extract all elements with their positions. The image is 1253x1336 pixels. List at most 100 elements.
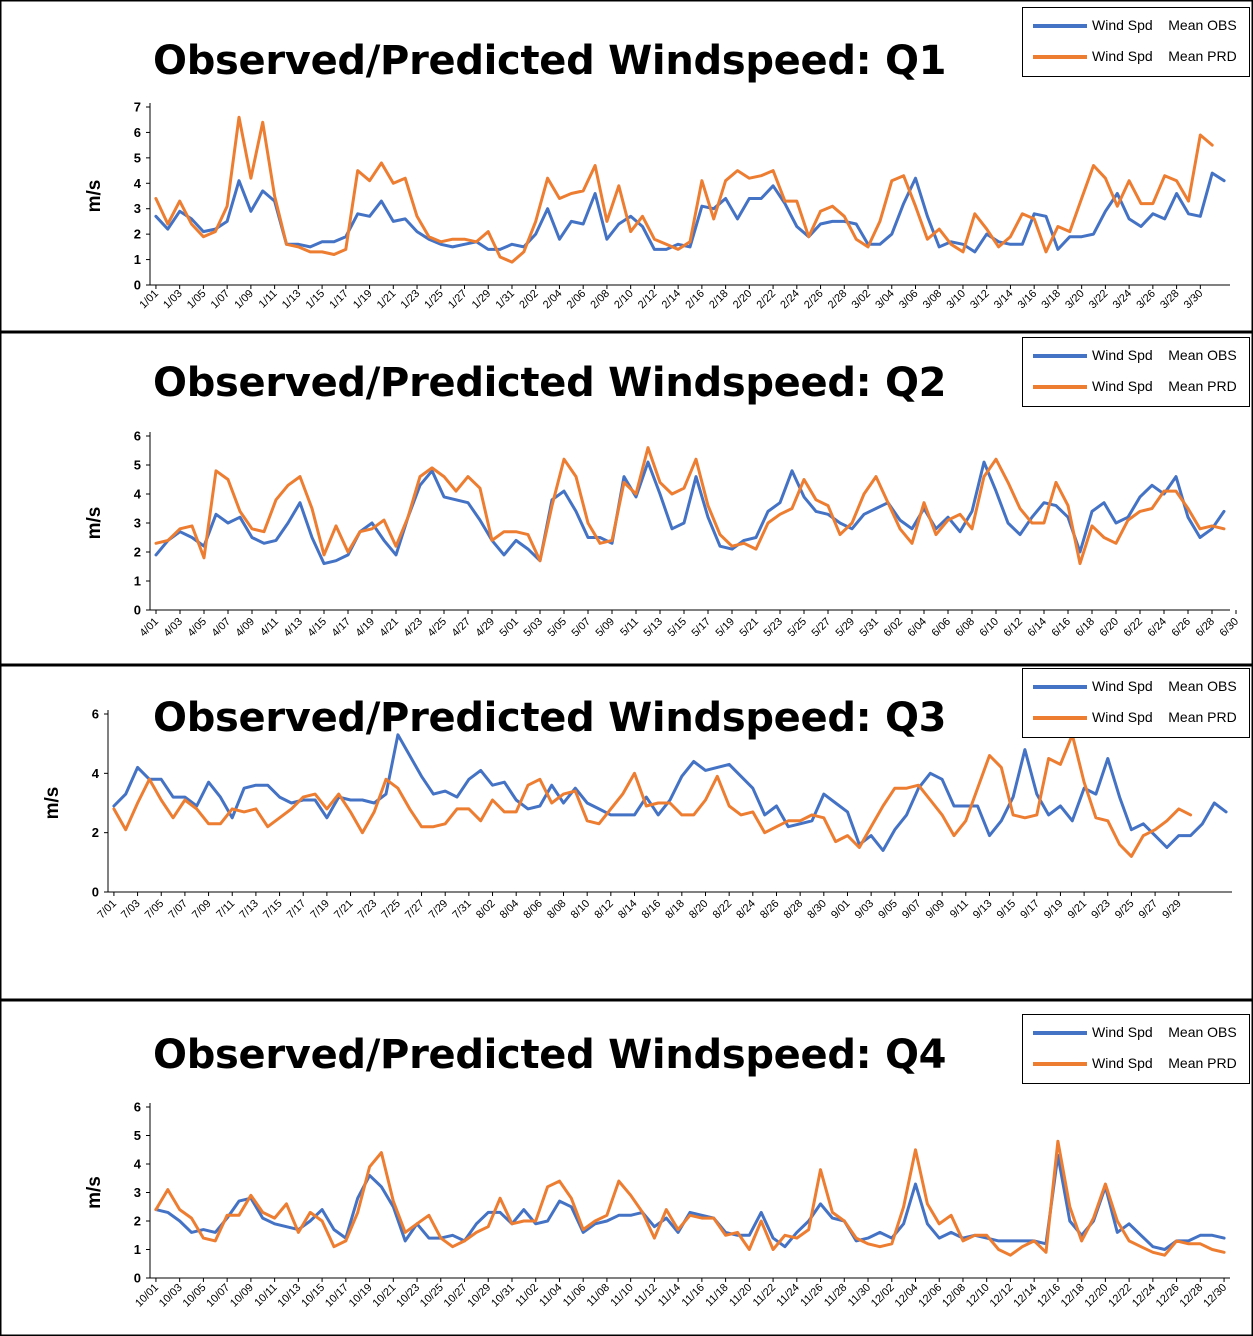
x-tick-label: 8/22: [711, 898, 735, 922]
x-tick-label: 5/19: [713, 616, 737, 640]
x-tick-label: 6/24: [1145, 616, 1169, 640]
chart-svg: 0 1 2 3 4 5 6 m/s 10/0110/0310/0510/0710/0910/11…: [0, 1000, 1253, 1336]
x-tick-label: 8/08: [545, 898, 569, 922]
x-tick-label: 10/27: [442, 1282, 470, 1310]
chart-panel-3: 0 2 4 6 m/s 7/01 7/03 7/05 7/07 7/09 7/11 7/13 7/15 7…: [0, 665, 1253, 1000]
x-tick-label: 5/25: [785, 616, 809, 640]
y-tick-label: 4: [134, 487, 142, 502]
y-axis-title: m/s: [42, 787, 63, 820]
legend-label: Wind Spd Mean OBS: [1092, 1024, 1237, 1040]
x-tick-label: 1/11: [257, 288, 280, 311]
x-tick-label: 7/19: [308, 898, 332, 922]
x-tick-label: 8/04: [498, 898, 522, 922]
x-tick-label: 5/31: [857, 616, 881, 640]
x-tick-label: 5/15: [665, 616, 689, 640]
x-tick-label: 8/06: [521, 898, 545, 922]
x-tick-label: 3/20: [1063, 288, 1087, 312]
y-axis-title: m/s: [84, 180, 105, 213]
legend-label: Wind Spd Mean PRD: [1092, 709, 1237, 725]
x-tick-label: 8/26: [758, 898, 782, 922]
x-tick-label: 11/02: [513, 1282, 540, 1309]
chart-title: Observed/Predicted Windspeed: Q2: [153, 360, 947, 406]
panel-frame: [0, 1000, 1253, 1336]
x-tick-label: 2/02: [517, 288, 541, 312]
x-tick-label: 2/08: [588, 288, 612, 312]
x-tick-label: 3/04: [873, 288, 897, 312]
series-line-obs: [112, 733, 1228, 852]
x-tick-label: 7/25: [379, 898, 403, 922]
x-tick-label: 10/09: [228, 1282, 256, 1310]
legend-entry-obs: Wind Spd Mean OBS: [1023, 672, 1249, 702]
y-tick-label: 6: [134, 125, 141, 140]
x-tick-label: 11/16: [680, 1282, 707, 1309]
x-tick-label: 12/26: [1154, 1282, 1182, 1310]
x-tick-label: 1/23: [399, 288, 423, 312]
x-tick-label: 4/01: [137, 616, 161, 640]
legend: Wind Spd Mean OBS Wind Spd Mean PRD: [1022, 1014, 1250, 1084]
y-tick-label: 0: [134, 1271, 141, 1286]
x-tick-label: 8/20: [687, 898, 711, 922]
x-tick-label: 12/20: [1083, 1282, 1111, 1310]
x-tick-label: 4/11: [258, 616, 281, 639]
x-tick-label: 2/14: [660, 288, 684, 312]
legend-swatch: [1033, 1031, 1087, 1035]
x-tick-label: 3/10: [944, 288, 968, 312]
x-tick-label: 6/30: [1217, 616, 1241, 640]
x-tick-label: 7/31: [450, 898, 474, 922]
x-tick-label: 3/24: [1111, 288, 1135, 312]
x-tick-label: 10/07: [204, 1282, 232, 1310]
x-tick-label: 9/15: [995, 898, 1019, 922]
y-axis-title: m/s: [84, 507, 105, 540]
x-tick-label: 5/21: [737, 616, 761, 640]
x-tick-label: 12/04: [893, 1282, 921, 1310]
y-axis-title: m/s: [84, 1176, 105, 1209]
x-tick-label: 3/14: [992, 288, 1016, 312]
x-tick-label: 11/18: [703, 1282, 730, 1309]
x-tick-label: 7/13: [237, 898, 261, 922]
x-tick-label: 5/09: [593, 616, 617, 640]
x-tick-label: 1/21: [375, 288, 399, 312]
x-tick-label: 11/10: [608, 1282, 635, 1309]
y-tick-label: 7: [134, 100, 141, 115]
x-tick-label: 7/03: [119, 898, 143, 922]
panel-frame: [0, 332, 1253, 665]
x-tick-label: 6/28: [1193, 616, 1217, 640]
x-tick-label: 3/12: [968, 288, 992, 312]
legend-label: Wind Spd Mean OBS: [1092, 17, 1237, 33]
chart-title: Observed/Predicted Windspeed: Q1: [153, 38, 947, 84]
x-tick-label: 5/07: [569, 616, 593, 640]
x-tick-label: 1/07: [209, 288, 233, 312]
y-tick-label: 6: [92, 707, 99, 722]
x-tick-label: 4/09: [233, 616, 257, 640]
x-tick-label: 6/08: [953, 616, 977, 640]
x-tick-label: 12/22: [1106, 1282, 1134, 1310]
y-tick-label: 0: [92, 885, 99, 900]
x-tick-label: 7/23: [356, 898, 380, 922]
y-tick-label: 2: [134, 545, 141, 560]
x-tick-label: 5/11: [618, 616, 641, 639]
y-tick-label: 1: [134, 574, 141, 589]
x-tick-label: 9/17: [1018, 898, 1042, 922]
x-tick-label: 11/06: [561, 1282, 588, 1309]
y-tick-label: 1: [134, 252, 141, 267]
x-tick-label: 8/10: [569, 898, 593, 922]
x-tick-label: 12/06: [916, 1282, 944, 1310]
x-tick-label: 10/15: [299, 1282, 327, 1310]
x-tick-label: 11/26: [798, 1282, 825, 1309]
legend-label: Wind Spd Mean OBS: [1092, 678, 1237, 694]
x-tick-label: 6/14: [1025, 616, 1049, 640]
x-tick-label: 4/17: [329, 616, 353, 640]
x-tick-label: 2/28: [826, 288, 850, 312]
x-tick-label: 10/17: [323, 1282, 351, 1310]
x-tick-label: 12/16: [1035, 1282, 1063, 1310]
x-tick-label: 10/13: [276, 1282, 304, 1310]
x-tick-label: 9/21: [1066, 898, 1090, 922]
x-tick-label: 9/03: [853, 898, 877, 922]
legend-swatch: [1033, 354, 1087, 358]
legend-swatch: [1033, 24, 1087, 28]
x-tick-label: 2/24: [778, 288, 802, 312]
y-tick-label: 5: [134, 150, 141, 165]
x-tick-label: 4/21: [377, 616, 401, 640]
legend-entry-prd: Wind Spd Mean PRD: [1023, 703, 1249, 733]
